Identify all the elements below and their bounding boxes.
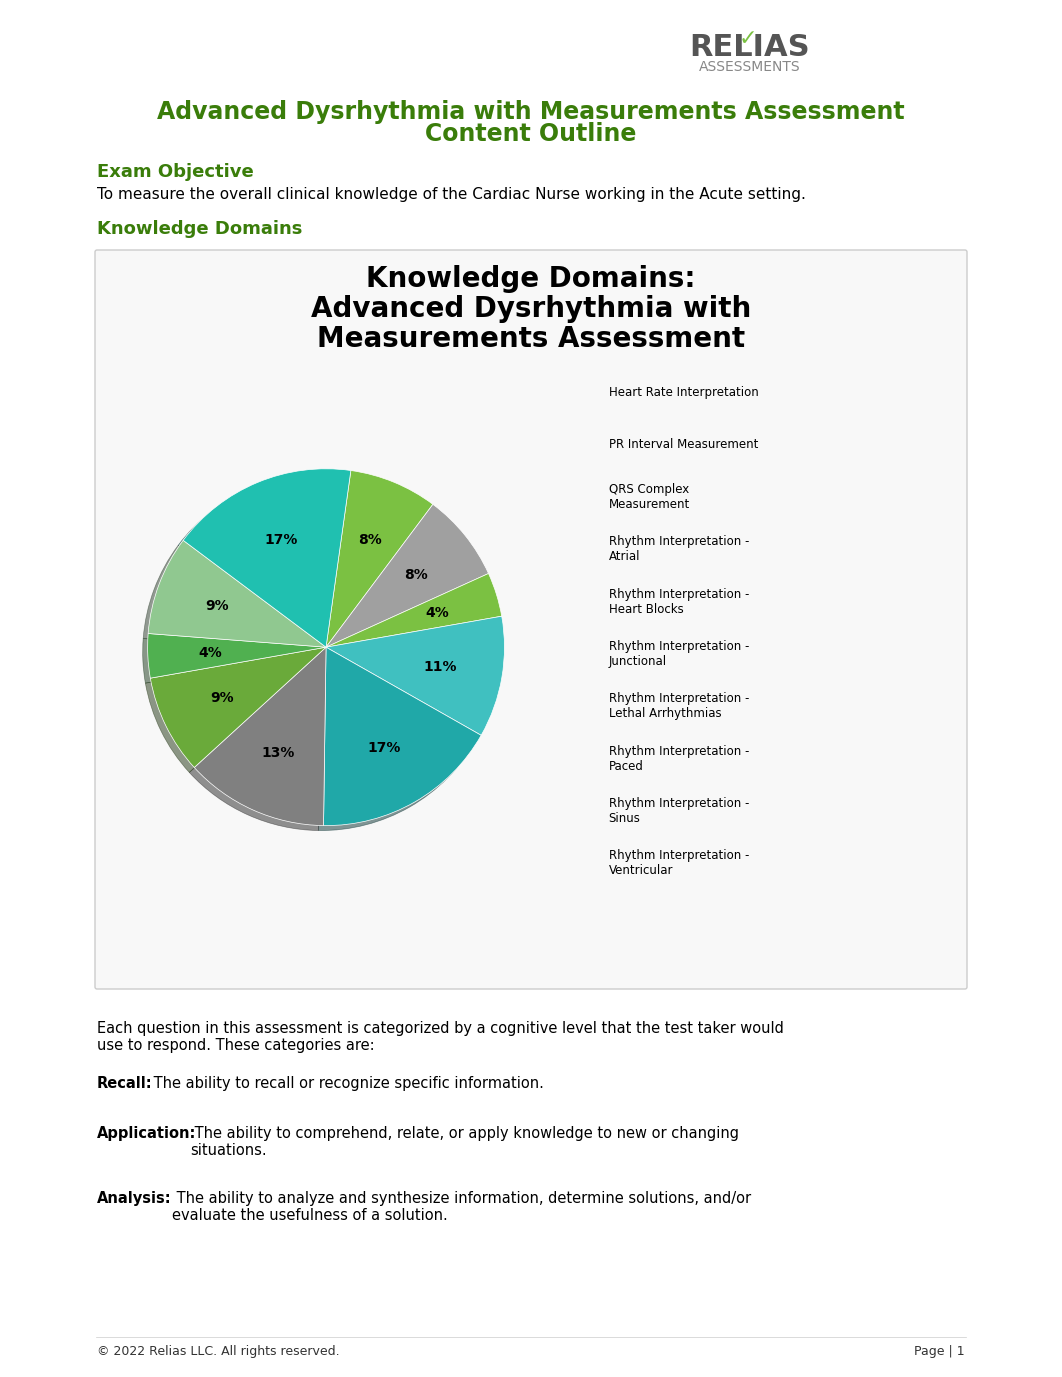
- Wedge shape: [326, 573, 501, 647]
- Text: Rhythm Interpretation -
Sinus: Rhythm Interpretation - Sinus: [609, 797, 749, 825]
- Text: 11%: 11%: [424, 660, 457, 673]
- Text: Rhythm Interpretation -
Junctional: Rhythm Interpretation - Junctional: [609, 640, 749, 668]
- Text: 17%: 17%: [264, 533, 298, 547]
- Text: Heart Rate Interpretation: Heart Rate Interpretation: [609, 386, 758, 399]
- Text: Rhythm Interpretation -
Lethal Arrhythmias: Rhythm Interpretation - Lethal Arrhythmi…: [609, 693, 749, 720]
- Text: QRS Complex
Measurement: QRS Complex Measurement: [609, 483, 690, 511]
- FancyBboxPatch shape: [95, 251, 967, 989]
- Text: 8%: 8%: [358, 533, 382, 547]
- Text: Rhythm Interpretation -
Paced: Rhythm Interpretation - Paced: [609, 745, 749, 772]
- Text: Recall:: Recall:: [97, 1075, 153, 1091]
- Text: ASSESSMENTS: ASSESSMENTS: [699, 61, 801, 74]
- Text: 4%: 4%: [199, 646, 222, 660]
- Wedge shape: [326, 617, 504, 735]
- Text: ✓: ✓: [739, 29, 757, 50]
- Text: To measure the overall clinical knowledge of the Cardiac Nurse working in the Ac: To measure the overall clinical knowledg…: [97, 186, 806, 201]
- Text: Page | 1: Page | 1: [914, 1345, 965, 1359]
- Text: Exam Objective: Exam Objective: [97, 162, 254, 180]
- Text: 4%: 4%: [425, 606, 448, 620]
- Text: 17%: 17%: [367, 741, 400, 755]
- Text: Rhythm Interpretation -
Heart Blocks: Rhythm Interpretation - Heart Blocks: [609, 588, 749, 616]
- Wedge shape: [183, 468, 350, 647]
- Text: Advanced Dysrhythmia with Measurements Assessment: Advanced Dysrhythmia with Measurements A…: [157, 101, 905, 124]
- Text: PR Interval Measurement: PR Interval Measurement: [609, 438, 758, 452]
- Wedge shape: [148, 633, 326, 677]
- Text: The ability to recall or recognize specific information.: The ability to recall or recognize speci…: [149, 1075, 544, 1091]
- Text: Advanced Dysrhythmia with: Advanced Dysrhythmia with: [311, 295, 751, 324]
- Text: Content Outline: Content Outline: [425, 123, 637, 146]
- Text: Analysis:: Analysis:: [97, 1191, 172, 1206]
- Text: Measurements Assessment: Measurements Assessment: [316, 325, 746, 353]
- Text: The ability to comprehend, relate, or apply knowledge to new or changing
situati: The ability to comprehend, relate, or ap…: [190, 1126, 739, 1158]
- Text: Knowledge Domains: Knowledge Domains: [97, 220, 303, 238]
- Wedge shape: [326, 471, 433, 647]
- Text: 8%: 8%: [405, 567, 428, 581]
- Text: Application:: Application:: [97, 1126, 196, 1142]
- Text: The ability to analyze and synthesize information, determine solutions, and/or
e: The ability to analyze and synthesize in…: [172, 1191, 751, 1223]
- Text: Rhythm Interpretation -
Atrial: Rhythm Interpretation - Atrial: [609, 536, 749, 563]
- Text: 9%: 9%: [210, 691, 234, 705]
- Wedge shape: [324, 647, 481, 826]
- Text: Knowledge Domains:: Knowledge Domains:: [366, 264, 696, 293]
- Text: Rhythm Interpretation -
Ventricular: Rhythm Interpretation - Ventricular: [609, 850, 749, 877]
- Text: 9%: 9%: [206, 599, 229, 613]
- Wedge shape: [326, 504, 489, 647]
- Wedge shape: [148, 540, 326, 647]
- Text: 13%: 13%: [262, 746, 295, 760]
- Wedge shape: [151, 647, 326, 767]
- Wedge shape: [194, 647, 326, 826]
- Text: RELIAS: RELIAS: [689, 33, 810, 62]
- Text: © 2022 Relias LLC. All rights reserved.: © 2022 Relias LLC. All rights reserved.: [97, 1345, 340, 1359]
- Text: Each question in this assessment is categorized by a cognitive level that the te: Each question in this assessment is cate…: [97, 1020, 784, 1053]
